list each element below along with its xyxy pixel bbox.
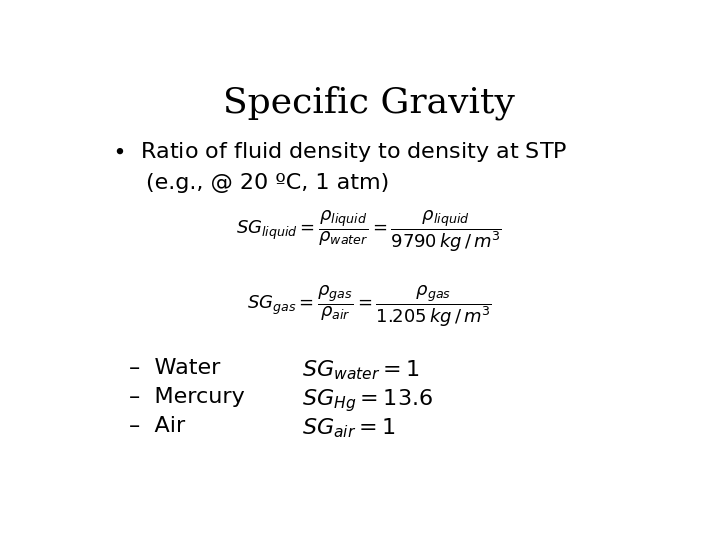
Text: $SG_{air} = 1$: $SG_{air} = 1$ <box>302 416 396 440</box>
Text: $SG_{water} = 1$: $SG_{water} = 1$ <box>302 358 420 382</box>
Text: Specific Gravity: Specific Gravity <box>223 85 515 120</box>
Text: $SG_{liquid} = \dfrac{\rho_{liquid}}{\rho_{water}} = \dfrac{\rho_{liquid}}{9790\: $SG_{liquid} = \dfrac{\rho_{liquid}}{\rh… <box>236 208 502 254</box>
Text: $SG_{gas} = \dfrac{\rho_{gas}}{\rho_{air}} = \dfrac{\rho_{gas}}{1.205\,kg\,/\,m^: $SG_{gas} = \dfrac{\rho_{gas}}{\rho_{air… <box>246 283 492 329</box>
Text: –  Mercury: – Mercury <box>129 387 245 407</box>
Text: –  Water: – Water <box>129 358 220 378</box>
Text: (e.g., @ 20 ºC, 1 atm): (e.g., @ 20 ºC, 1 atm) <box>145 173 389 193</box>
Text: $\bullet$  Ratio of fluid density to density at STP: $\bullet$ Ratio of fluid density to dens… <box>112 140 567 164</box>
Text: –  Air: – Air <box>129 416 185 436</box>
Text: $SG_{Hg} = 13.6$: $SG_{Hg} = 13.6$ <box>302 387 433 414</box>
